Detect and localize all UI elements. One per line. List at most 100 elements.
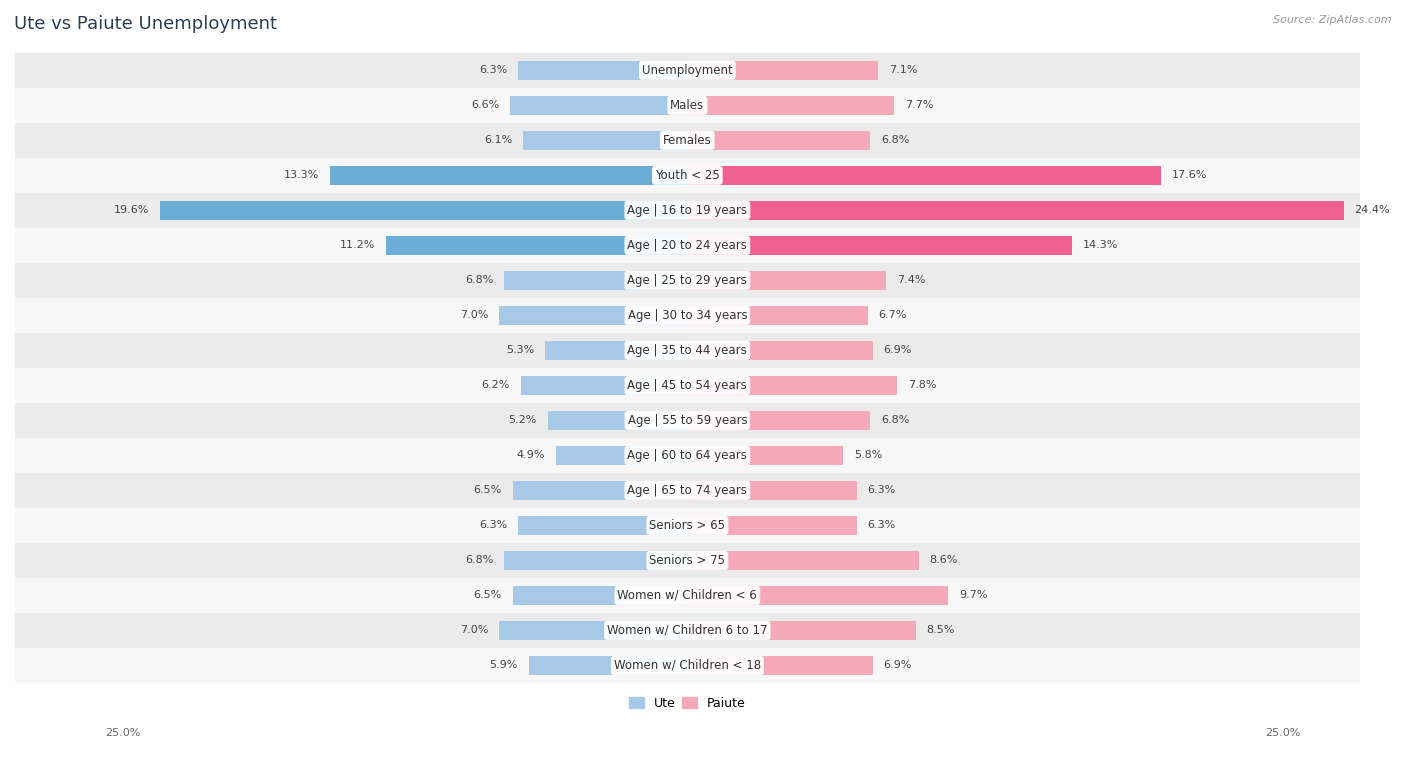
Text: Age | 25 to 29 years: Age | 25 to 29 years bbox=[627, 274, 748, 287]
Bar bbox=[688, 656, 873, 675]
Text: 24.4%: 24.4% bbox=[1354, 205, 1391, 216]
Text: 17.6%: 17.6% bbox=[1171, 170, 1206, 180]
Text: 6.9%: 6.9% bbox=[884, 345, 912, 356]
Bar bbox=[688, 61, 879, 80]
Text: 7.1%: 7.1% bbox=[889, 65, 918, 76]
Bar bbox=[688, 586, 948, 605]
Text: 6.7%: 6.7% bbox=[879, 310, 907, 320]
Text: 6.5%: 6.5% bbox=[474, 485, 502, 495]
Bar bbox=[688, 271, 886, 290]
Bar bbox=[15, 648, 1360, 683]
Bar bbox=[517, 516, 688, 535]
Bar bbox=[15, 473, 1360, 508]
Text: Unemployment: Unemployment bbox=[643, 64, 733, 77]
Legend: Ute, Paiute: Ute, Paiute bbox=[624, 692, 751, 715]
Bar bbox=[15, 123, 1360, 158]
Bar bbox=[546, 341, 688, 360]
Bar bbox=[505, 551, 688, 570]
Text: 6.3%: 6.3% bbox=[868, 521, 896, 531]
Bar bbox=[688, 95, 894, 115]
Bar bbox=[688, 166, 1161, 185]
Bar bbox=[15, 368, 1360, 403]
Text: 8.6%: 8.6% bbox=[929, 556, 957, 565]
Bar bbox=[688, 131, 870, 150]
Text: 6.2%: 6.2% bbox=[481, 381, 510, 391]
Text: 6.3%: 6.3% bbox=[479, 521, 508, 531]
Text: 6.3%: 6.3% bbox=[479, 65, 508, 76]
Text: Females: Females bbox=[664, 134, 711, 147]
Bar bbox=[499, 621, 688, 640]
Text: Age | 55 to 59 years: Age | 55 to 59 years bbox=[627, 414, 747, 427]
Bar bbox=[505, 271, 688, 290]
Text: 6.1%: 6.1% bbox=[484, 136, 513, 145]
Bar bbox=[15, 613, 1360, 648]
Text: 5.8%: 5.8% bbox=[853, 450, 883, 460]
Bar bbox=[688, 551, 918, 570]
Bar bbox=[529, 656, 688, 675]
Text: 13.3%: 13.3% bbox=[284, 170, 319, 180]
Bar bbox=[387, 235, 688, 255]
Bar bbox=[688, 446, 844, 465]
Text: 25.0%: 25.0% bbox=[105, 728, 141, 738]
Bar bbox=[688, 621, 915, 640]
Bar bbox=[15, 403, 1360, 438]
Bar bbox=[15, 88, 1360, 123]
Bar bbox=[329, 166, 688, 185]
Text: Youth < 25: Youth < 25 bbox=[655, 169, 720, 182]
Bar bbox=[688, 341, 873, 360]
Text: Age | 60 to 64 years: Age | 60 to 64 years bbox=[627, 449, 748, 462]
Bar bbox=[15, 578, 1360, 613]
Bar bbox=[547, 411, 688, 430]
Bar bbox=[15, 438, 1360, 473]
Text: Age | 35 to 44 years: Age | 35 to 44 years bbox=[627, 344, 747, 357]
Text: Women w/ Children < 18: Women w/ Children < 18 bbox=[614, 659, 761, 672]
Text: 9.7%: 9.7% bbox=[959, 590, 987, 600]
Text: 6.8%: 6.8% bbox=[882, 136, 910, 145]
Text: Age | 16 to 19 years: Age | 16 to 19 years bbox=[627, 204, 748, 217]
Bar bbox=[688, 235, 1071, 255]
Text: 14.3%: 14.3% bbox=[1083, 241, 1118, 251]
Text: Age | 20 to 24 years: Age | 20 to 24 years bbox=[627, 239, 748, 252]
Bar bbox=[15, 298, 1360, 333]
Bar bbox=[555, 446, 688, 465]
Text: 7.0%: 7.0% bbox=[460, 310, 488, 320]
Text: Males: Males bbox=[671, 99, 704, 112]
Bar bbox=[160, 201, 688, 220]
Text: 6.6%: 6.6% bbox=[471, 101, 499, 111]
Bar bbox=[15, 53, 1360, 88]
Text: 6.8%: 6.8% bbox=[465, 556, 494, 565]
Text: 5.9%: 5.9% bbox=[489, 661, 517, 671]
Text: Women w/ Children 6 to 17: Women w/ Children 6 to 17 bbox=[607, 624, 768, 637]
Bar bbox=[510, 95, 688, 115]
Text: 8.5%: 8.5% bbox=[927, 625, 955, 635]
Text: 4.9%: 4.9% bbox=[516, 450, 546, 460]
Text: Age | 45 to 54 years: Age | 45 to 54 years bbox=[627, 379, 747, 392]
Text: 25.0%: 25.0% bbox=[1265, 728, 1301, 738]
Text: 6.8%: 6.8% bbox=[882, 416, 910, 425]
Bar bbox=[520, 375, 688, 395]
Bar bbox=[688, 306, 868, 325]
Bar bbox=[15, 508, 1360, 543]
Bar bbox=[15, 228, 1360, 263]
Text: 6.3%: 6.3% bbox=[868, 485, 896, 495]
Bar bbox=[15, 158, 1360, 193]
Bar bbox=[517, 61, 688, 80]
Bar bbox=[688, 201, 1344, 220]
Bar bbox=[523, 131, 688, 150]
Bar bbox=[15, 263, 1360, 298]
Bar bbox=[688, 375, 897, 395]
Bar bbox=[499, 306, 688, 325]
Bar bbox=[688, 411, 870, 430]
Text: 7.7%: 7.7% bbox=[905, 101, 934, 111]
Text: 19.6%: 19.6% bbox=[114, 205, 149, 216]
Bar bbox=[688, 516, 856, 535]
Text: 7.0%: 7.0% bbox=[460, 625, 488, 635]
Bar bbox=[513, 586, 688, 605]
Text: 6.8%: 6.8% bbox=[465, 276, 494, 285]
Text: 6.9%: 6.9% bbox=[884, 661, 912, 671]
Text: 7.8%: 7.8% bbox=[908, 381, 936, 391]
Bar bbox=[15, 333, 1360, 368]
Bar bbox=[688, 481, 856, 500]
Text: 5.3%: 5.3% bbox=[506, 345, 534, 356]
Text: 11.2%: 11.2% bbox=[340, 241, 375, 251]
